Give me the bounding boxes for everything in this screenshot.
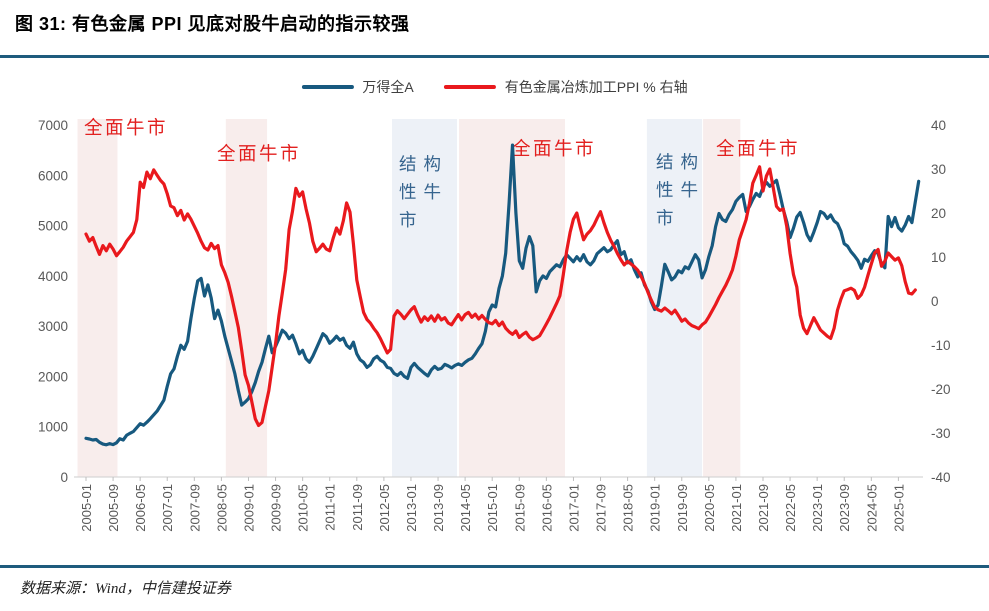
right-axis-label: -30 xyxy=(931,426,951,441)
chart-legend: 万得全A 有色金属冶炼加工PPI % 右轴 xyxy=(301,77,688,97)
right-axis-label: 40 xyxy=(931,118,946,133)
x-tick-label: 2007-01 xyxy=(160,484,175,532)
wande-all-a-line xyxy=(84,143,921,447)
ppi-line-swatch xyxy=(443,85,496,89)
left-axis-label: 5000 xyxy=(38,219,68,234)
x-tick-label: 2023-01 xyxy=(810,484,825,532)
left-axis-label: 7000 xyxy=(38,118,68,133)
structural-bull-label: 性牛 xyxy=(399,182,448,202)
structural-bull-label: 性牛 xyxy=(656,180,705,200)
legend-label-wande: 万得全A xyxy=(362,79,414,95)
nonferrous-ppi-line xyxy=(84,165,917,428)
left-axis-label: 4000 xyxy=(38,269,68,284)
x-tick-label: 2011-01 xyxy=(323,484,338,531)
x-tick-label: 2017-01 xyxy=(566,484,581,532)
structural-bull-label: 市 xyxy=(656,208,681,228)
x-tick-label: 2008-05 xyxy=(214,484,229,532)
structural-bull-band xyxy=(392,119,457,477)
full-bull-label: 全面牛市 xyxy=(716,138,800,159)
legend-label-ppi: 有色金属冶炼加工PPI % 右轴 xyxy=(504,79,688,95)
x-tick-label: 2014-05 xyxy=(458,484,473,532)
x-tick-label: 2012-05 xyxy=(377,484,392,532)
x-tick-label: 2016-05 xyxy=(539,484,554,532)
structural-bull-label: 市 xyxy=(399,210,424,230)
figure-title: 图 31: 有色金属 PPI 见底对股牛启动的指示较强 xyxy=(15,14,410,34)
left-axis-label: 2000 xyxy=(38,369,68,384)
structural-bull-band xyxy=(646,119,703,477)
right-axis-label: -40 xyxy=(931,470,951,485)
x-tick-label: 2018-05 xyxy=(621,484,636,532)
x-tick-label: 2021-09 xyxy=(756,484,771,532)
left-axis-label: 6000 xyxy=(38,168,68,183)
structural-bull-label: 结构 xyxy=(399,154,448,174)
x-tick-label: 2013-09 xyxy=(431,484,446,532)
x-tick-label: 2023-09 xyxy=(837,484,852,532)
x-tick-label: 2007-09 xyxy=(187,484,202,532)
x-tick-label: 2015-09 xyxy=(512,484,527,532)
x-tick-label: 2005-01 xyxy=(79,484,94,532)
source-note: 数据来源：Wind，中信建投证券 xyxy=(20,581,231,597)
x-tick-label: 2017-09 xyxy=(594,484,609,532)
legend-item-wande: 万得全A xyxy=(301,77,414,97)
x-tick-label: 2015-01 xyxy=(485,484,500,532)
x-tick-label: 2009-01 xyxy=(241,484,256,532)
full-bull-band xyxy=(703,119,741,477)
x-tick-label: 2009-09 xyxy=(269,484,284,532)
full-bull-label: 全面牛市 xyxy=(217,143,301,164)
x-tick-label: 2019-01 xyxy=(648,484,663,532)
x-tick-label: 2005-09 xyxy=(106,484,121,532)
legend-item-ppi: 有色金属冶炼加工PPI % 右轴 xyxy=(443,77,688,97)
full-bull-band xyxy=(77,119,118,477)
full-bull-label: 全面牛市 xyxy=(512,138,596,159)
right-axis-label: -10 xyxy=(931,338,951,353)
x-tick-label: 2013-01 xyxy=(404,484,419,532)
x-tick-label: 2025-01 xyxy=(891,484,906,532)
x-tick-label: 2010-05 xyxy=(296,484,311,532)
top-divider xyxy=(0,55,989,58)
right-axis-label: 20 xyxy=(931,206,946,221)
bottom-divider xyxy=(0,565,989,568)
left-axis-label: 0 xyxy=(60,470,68,485)
right-axis-label: 30 xyxy=(931,162,946,177)
left-axis-label: 3000 xyxy=(38,319,68,334)
x-tick-label: 2011-09 xyxy=(350,484,365,531)
x-tick-label: 2020-05 xyxy=(702,484,717,532)
x-tick-label: 2022-05 xyxy=(783,484,798,532)
structural-bull-label: 结构 xyxy=(656,152,705,172)
left-axis-label: 1000 xyxy=(38,420,68,435)
full-bull-label: 全面牛市 xyxy=(84,117,168,138)
x-tick-label: 2024-05 xyxy=(864,484,879,532)
right-axis-label: 10 xyxy=(931,250,946,265)
right-axis-label: -20 xyxy=(931,382,951,397)
x-tick-label: 2006-05 xyxy=(133,484,148,532)
x-tick-label: 2019-09 xyxy=(675,484,690,532)
wande-line-swatch xyxy=(301,85,354,89)
x-tick-label: 2021-01 xyxy=(729,484,744,532)
right-axis-label: 0 xyxy=(931,294,939,309)
